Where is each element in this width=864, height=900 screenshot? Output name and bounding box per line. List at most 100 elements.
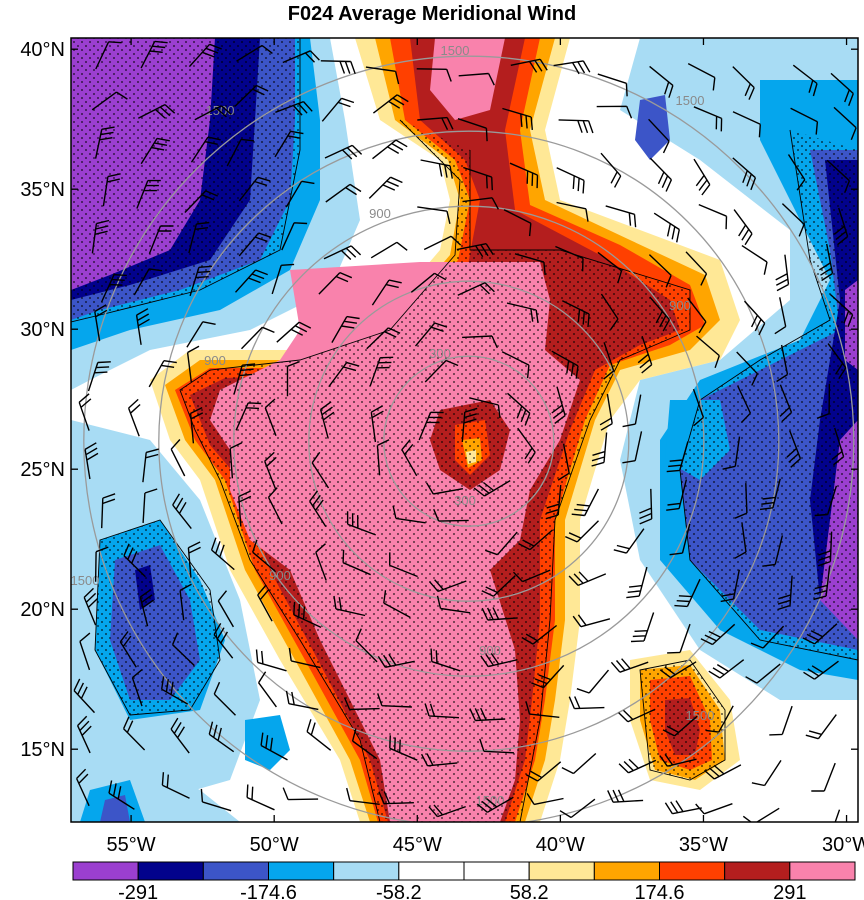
x-tick-label: 45°W — [393, 834, 442, 856]
stipple-west — [71, 38, 300, 320]
colorbar-label: -58.2 — [376, 882, 422, 900]
wind-barb — [722, 436, 741, 470]
wind-barb — [370, 241, 408, 259]
wind-barb — [282, 787, 319, 801]
wind-barb — [610, 658, 649, 673]
wind-barb — [281, 222, 308, 251]
wind-barb — [819, 243, 834, 282]
wind-barb — [476, 796, 514, 813]
wind-barb — [597, 73, 628, 97]
wind-barb — [833, 106, 857, 141]
wind-barb — [484, 531, 518, 556]
colorbar-swatch — [72, 861, 139, 881]
wind-barb — [91, 219, 110, 254]
wind-barb — [622, 394, 642, 428]
wind-barb — [781, 203, 805, 237]
wind-barb — [200, 788, 232, 812]
wind-barb — [217, 590, 235, 628]
wind-barb — [705, 705, 734, 733]
wind-barb — [365, 66, 400, 85]
wind-barb — [271, 263, 295, 295]
wind-barb — [187, 541, 201, 578]
wind-barb — [309, 490, 327, 527]
wind-barb — [282, 50, 320, 64]
wind-barb — [233, 363, 256, 395]
wind-barb — [653, 212, 680, 243]
colorbar-swatch — [593, 861, 660, 881]
wind-barb — [696, 335, 720, 369]
wind-barb — [736, 351, 759, 386]
colorbar-swatch — [724, 861, 791, 881]
wind-barb — [572, 614, 611, 628]
wind-barb — [518, 529, 554, 551]
wind-barb — [480, 653, 518, 668]
wind-barb — [506, 302, 539, 323]
wind-barb — [829, 293, 854, 328]
wind-barb — [457, 118, 488, 142]
wind-barb — [776, 344, 789, 383]
wind-barb — [257, 584, 273, 622]
wind-barb — [462, 335, 498, 349]
wind-barb — [377, 693, 412, 708]
wind-barb — [741, 245, 768, 275]
ring-label: 900 — [479, 643, 501, 658]
wind-barb — [777, 575, 793, 611]
ring-label: 1500 — [441, 43, 470, 58]
wind-barb — [576, 669, 610, 694]
wind-barb — [238, 490, 252, 527]
wind-barb — [667, 623, 691, 654]
wind-barb — [127, 398, 141, 437]
wind-barb — [687, 297, 707, 334]
colorbar: -291 -174.6 -58.2 58.2 174.6 291 — [72, 861, 856, 900]
colorbar-label: 174.6 — [634, 882, 684, 900]
wind-barb — [685, 251, 708, 286]
wind-barb — [618, 758, 657, 774]
wind-barb — [816, 383, 831, 419]
wind-barb — [276, 321, 312, 343]
wind-barb — [170, 717, 190, 754]
wind-barb — [510, 58, 548, 73]
wind-barb — [551, 350, 579, 379]
wind-barb — [775, 254, 790, 292]
wind-barb — [759, 478, 781, 511]
wind-barb — [456, 243, 494, 258]
wind-barb — [704, 764, 742, 780]
ring-label: 300 — [429, 346, 451, 361]
wind-barb — [803, 660, 839, 680]
wind-barb — [131, 668, 143, 707]
wind-barb — [142, 448, 159, 483]
wind-barb — [553, 60, 591, 75]
wind-barb — [311, 451, 330, 489]
wind-barb — [293, 601, 322, 629]
wind-barb — [135, 308, 150, 345]
wind-barb — [649, 296, 671, 332]
wind-barb — [762, 535, 784, 567]
wind-barb — [366, 327, 401, 350]
shade-small-blob-cyan — [245, 715, 290, 770]
x-tick-label: 30°W — [822, 834, 864, 856]
wind-barb — [267, 487, 283, 525]
wind-barb — [333, 595, 366, 617]
wind-barb — [561, 300, 590, 328]
wind-barb — [91, 91, 128, 111]
wind-barb — [389, 735, 418, 761]
colorbar-label: -291 — [118, 882, 158, 900]
wind-barb — [787, 154, 806, 191]
wind-barb — [502, 107, 533, 130]
wind-barb — [246, 784, 275, 811]
wind-barb — [737, 385, 752, 424]
wind-barb — [597, 251, 623, 284]
wind-barb — [376, 439, 390, 476]
wind-barb — [425, 482, 464, 495]
wind-barb — [831, 427, 845, 466]
wind-barb — [186, 345, 200, 383]
wind-barb — [786, 430, 802, 468]
wind-barb — [669, 523, 691, 556]
wind-barb — [630, 612, 655, 643]
wind-barb — [613, 528, 645, 554]
wind-barb — [84, 442, 99, 480]
wind-barb — [235, 402, 262, 431]
wind-barb — [102, 173, 121, 207]
wind-barb — [417, 116, 454, 131]
wind-barb — [94, 546, 109, 582]
